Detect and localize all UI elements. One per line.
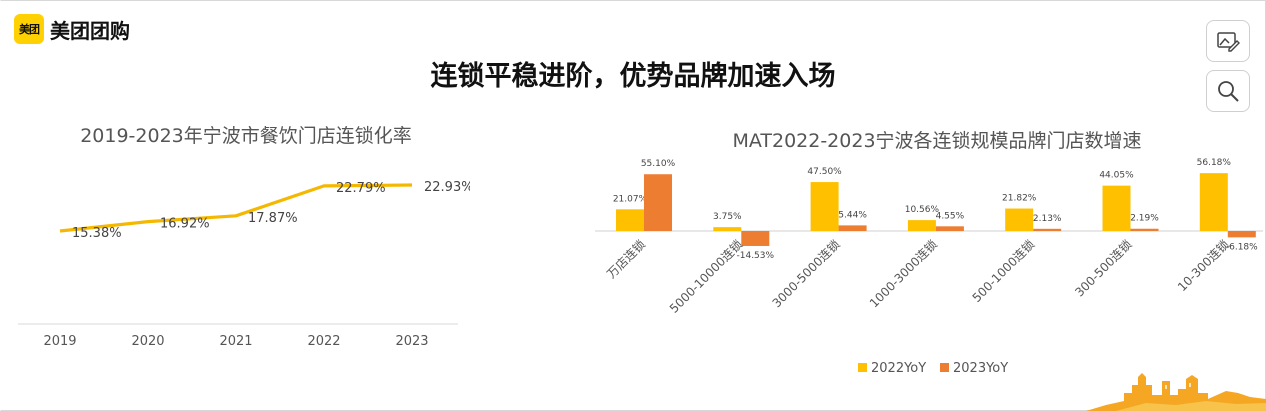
bar-2023YoY bbox=[1033, 228, 1062, 231]
bar-2023YoY bbox=[644, 174, 672, 231]
search-icon bbox=[1218, 81, 1239, 102]
line-chart: 2019-2023年宁波市餐饮门店连锁化率 15.38% 16.92% 17.87%… bbox=[18, 125, 470, 349]
data-label: 21.82% bbox=[1002, 194, 1037, 204]
data-label: 2.13% bbox=[1033, 214, 1062, 224]
bar-2022YoY bbox=[616, 209, 644, 231]
data-label: -6.18% bbox=[1226, 242, 1258, 252]
data-label: 4.55% bbox=[936, 211, 965, 221]
data-label: 22.79% bbox=[336, 181, 386, 196]
data-label: 55.10% bbox=[641, 159, 676, 169]
data-label: 22.93% bbox=[424, 180, 470, 195]
x-tick-label: 1000-3000连锁 bbox=[866, 237, 940, 311]
x-tick-label: 2019 bbox=[43, 334, 76, 349]
x-tick-label: 2022 bbox=[307, 334, 340, 349]
bar-2023YoY bbox=[838, 225, 867, 231]
x-tick-label: 万店连锁 bbox=[604, 237, 649, 282]
data-label: 10.56% bbox=[905, 205, 940, 215]
brand-logo: 美团 美团团购 bbox=[14, 14, 130, 44]
data-label: 5.44% bbox=[838, 210, 867, 220]
legend-swatch-2023YoY bbox=[940, 363, 949, 372]
x-tick-label: 2021 bbox=[219, 334, 252, 349]
bar-2023YoY bbox=[1227, 231, 1256, 238]
bar-2023YoY bbox=[935, 226, 964, 231]
bar-2022YoY bbox=[1005, 208, 1034, 231]
legend-label: 2022YoY bbox=[871, 361, 926, 376]
legend-label: 2023YoY bbox=[953, 361, 1008, 376]
search-button[interactable] bbox=[1206, 70, 1250, 112]
data-label: 44.05% bbox=[1099, 171, 1134, 181]
bar-2023YoY bbox=[1130, 228, 1159, 231]
x-tick-label: 2023 bbox=[395, 334, 428, 349]
line-chart-title: 2019-2023年宁波市餐饮门店连锁化率 bbox=[80, 125, 412, 147]
data-label: 21.07% bbox=[613, 194, 648, 204]
image-edit-button[interactable] bbox=[1206, 20, 1250, 62]
x-tick-label: 3000-5000连锁 bbox=[769, 237, 843, 311]
x-tick-label: 2020 bbox=[131, 334, 164, 349]
brand-name: 美团团购 bbox=[50, 18, 130, 43]
line-series bbox=[59, 183, 413, 233]
data-label: 2.19% bbox=[1130, 214, 1159, 224]
bar-2022YoY bbox=[1102, 185, 1131, 231]
bar-2022YoY bbox=[810, 182, 839, 231]
data-label: 17.87% bbox=[248, 211, 298, 226]
data-label: 47.50% bbox=[807, 167, 842, 177]
data-label: 16.92% bbox=[160, 217, 210, 232]
x-tick-label: 500-1000连锁 bbox=[969, 237, 1037, 305]
bar-chart-title: MAT2022-2023宁波各连锁规模品牌门店数增速 bbox=[732, 130, 1141, 152]
page-title: 连锁平稳进阶，优势品牌加速入场 bbox=[430, 61, 836, 92]
legend-swatch-2022YoY bbox=[858, 363, 867, 372]
data-label: 56.18% bbox=[1197, 158, 1232, 168]
x-tick-label: 5000-10000连锁 bbox=[666, 237, 745, 316]
brand-badge: 美团 bbox=[14, 14, 44, 44]
data-label: 15.38% bbox=[72, 226, 122, 241]
bar-2022YoY bbox=[713, 227, 742, 231]
bar-2022YoY bbox=[907, 220, 936, 231]
x-tick-label: 10-300连锁 bbox=[1174, 237, 1232, 295]
bar-2022YoY bbox=[1199, 173, 1228, 231]
bar-2023YoY bbox=[741, 231, 770, 246]
bar-chart: MAT2022-2023宁波各连锁规模品牌门店数增速 21.07% 55.10% 万… bbox=[595, 130, 1263, 376]
data-label: -14.53% bbox=[737, 251, 775, 261]
image-edit-icon bbox=[1217, 32, 1240, 52]
data-label: 3.75% bbox=[713, 212, 742, 222]
x-tick-label: 300-500连锁 bbox=[1072, 237, 1135, 300]
city-skyline-decoration bbox=[1086, 373, 1266, 411]
